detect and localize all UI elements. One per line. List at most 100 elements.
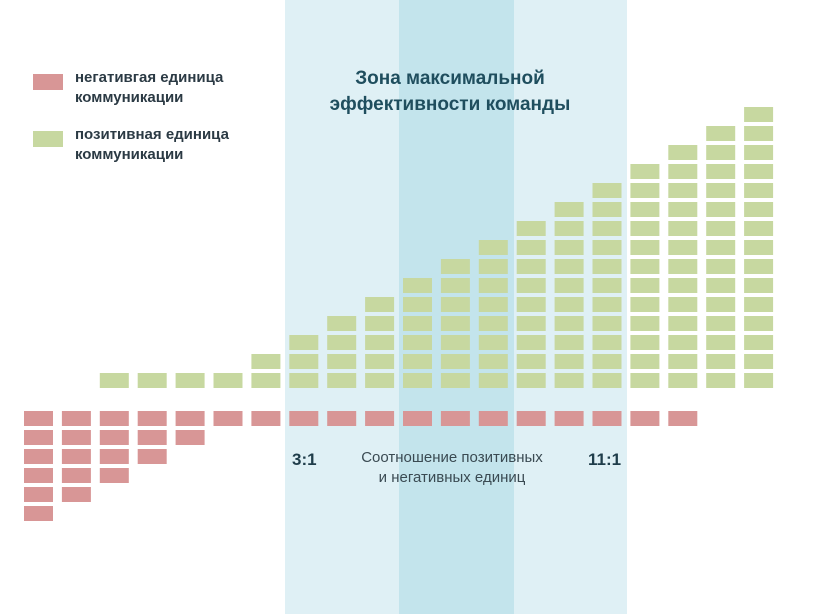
negative-block — [61, 430, 91, 445]
positive-block — [744, 373, 774, 388]
positive-block — [327, 354, 357, 369]
positive-block — [592, 316, 622, 331]
positive-block — [365, 354, 395, 369]
positive-block — [706, 373, 736, 388]
negative-block — [99, 411, 129, 426]
negative-block — [327, 411, 357, 426]
positive-block — [403, 373, 432, 388]
legend-negative: негативгая единица коммуникации — [33, 68, 293, 108]
positive-block — [744, 297, 774, 312]
positive-block — [706, 297, 736, 312]
negative-block — [61, 449, 91, 464]
negative-block — [137, 449, 167, 464]
legend-positive-label: позитивная единица коммуникации — [75, 126, 229, 163]
bars — [24, 107, 774, 521]
negative-block — [251, 411, 281, 426]
positive-block — [668, 221, 698, 236]
positive-block — [630, 297, 660, 312]
positive-block — [668, 259, 698, 274]
positive-block — [175, 373, 205, 388]
positive-block — [289, 335, 319, 350]
negative-block — [24, 506, 53, 521]
positive-block — [478, 278, 508, 293]
positive-block — [289, 373, 319, 388]
positive-block — [744, 354, 774, 369]
positive-block — [403, 316, 432, 331]
positive-block — [630, 278, 660, 293]
positive-block — [706, 221, 736, 236]
legend-positive: позитивная единица коммуникации — [33, 125, 293, 165]
negative-block — [137, 430, 167, 445]
positive-block — [592, 202, 622, 217]
positive-block — [592, 221, 622, 236]
positive-block — [706, 145, 736, 160]
positive-block — [744, 316, 774, 331]
positive-block — [403, 297, 432, 312]
positive-block — [440, 278, 470, 293]
positive-block — [99, 373, 129, 388]
negative-block — [24, 487, 53, 502]
positive-block — [592, 183, 622, 198]
positive-block — [516, 240, 546, 255]
positive-block — [516, 354, 546, 369]
positive-block — [327, 373, 357, 388]
positive-block — [592, 354, 622, 369]
positive-block — [516, 221, 546, 236]
positive-block — [251, 373, 281, 388]
positive-block — [630, 164, 660, 179]
positive-block — [516, 316, 546, 331]
positive-block — [592, 240, 622, 255]
negative-block — [61, 487, 91, 502]
negative-block — [668, 411, 698, 426]
negative-block — [403, 411, 432, 426]
ratio-11-to-1: 11:1 — [588, 450, 622, 469]
positive-block — [327, 316, 357, 331]
positive-block — [440, 335, 470, 350]
positive-block — [668, 297, 698, 312]
negative-block — [175, 411, 205, 426]
positive-block — [706, 164, 736, 179]
positive-block — [668, 145, 698, 160]
positive-block — [516, 373, 546, 388]
positive-block — [630, 335, 660, 350]
positive-block — [440, 316, 470, 331]
positive-block — [744, 240, 774, 255]
positive-block — [706, 335, 736, 350]
positive-block — [744, 183, 774, 198]
positive-block — [630, 316, 660, 331]
positive-block — [592, 297, 622, 312]
negative-block — [24, 468, 53, 483]
positive-block — [744, 107, 774, 122]
negative-block — [516, 411, 546, 426]
positive-block — [327, 335, 357, 350]
positive-block — [744, 145, 774, 160]
positive-block — [592, 278, 622, 293]
positive-block — [478, 316, 508, 331]
negative-block — [478, 411, 508, 426]
positive-block — [478, 335, 508, 350]
negative-block — [365, 411, 395, 426]
negative-block — [592, 411, 622, 426]
positive-block — [668, 202, 698, 217]
positive-block — [403, 278, 432, 293]
positive-block — [668, 278, 698, 293]
positive-block — [403, 335, 432, 350]
negative-swatch — [33, 74, 63, 90]
positive-block — [706, 202, 736, 217]
positive-block — [744, 164, 774, 179]
positive-block — [668, 164, 698, 179]
positive-block — [478, 240, 508, 255]
negative-block — [440, 411, 470, 426]
legend-negative-label: негативгая единица коммуникации — [75, 69, 224, 106]
positive-block — [630, 373, 660, 388]
negative-block — [99, 449, 129, 464]
positive-block — [137, 373, 167, 388]
positive-block — [630, 183, 660, 198]
positive-block — [744, 202, 774, 217]
zone-title: Зона максимальной эффективности команды — [329, 68, 571, 115]
negative-block — [630, 411, 660, 426]
positive-block — [554, 240, 584, 255]
positive-block — [706, 240, 736, 255]
positive-block — [289, 354, 319, 369]
